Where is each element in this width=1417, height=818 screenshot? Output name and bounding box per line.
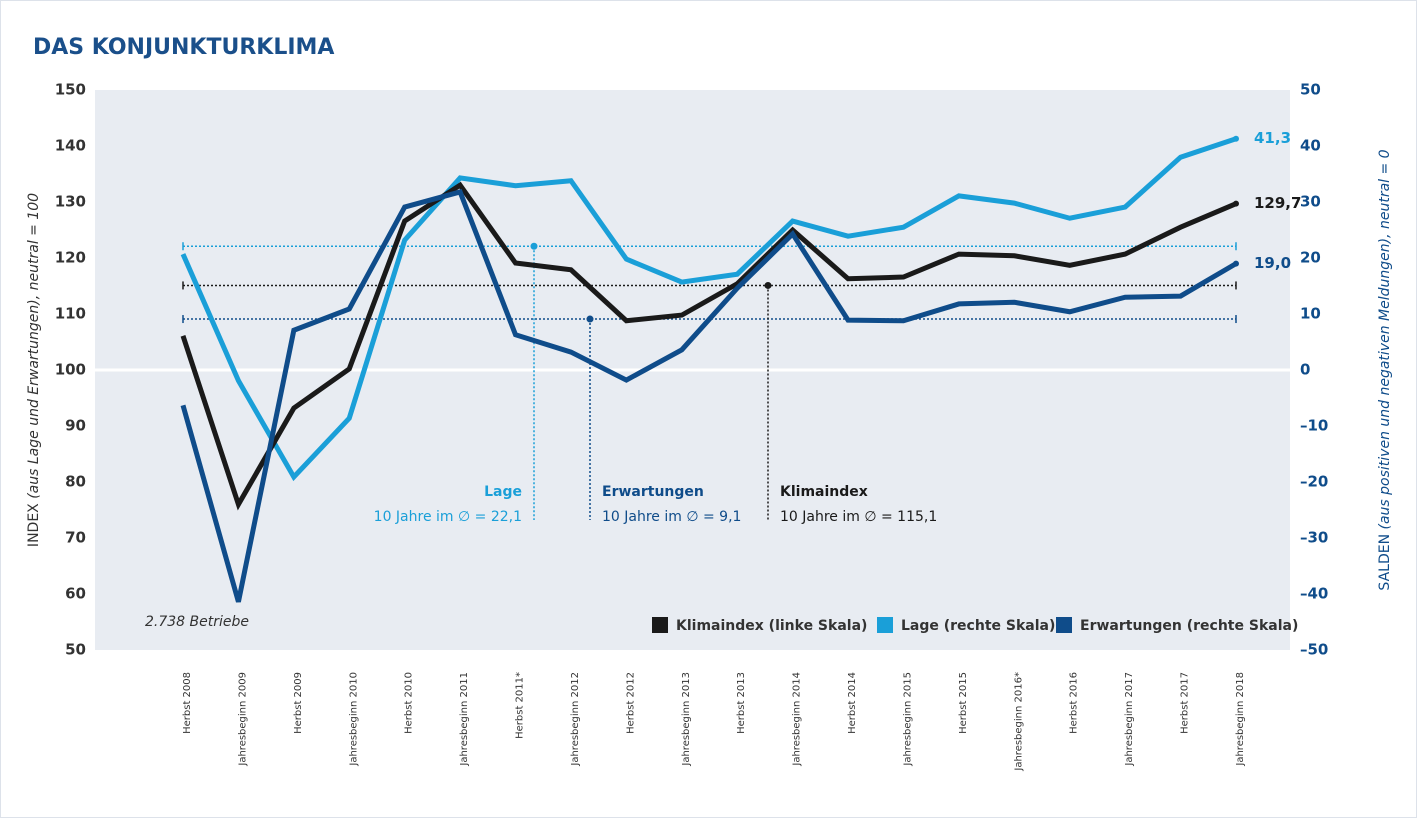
end-label: 19,0 (1254, 254, 1291, 272)
y-tick-label: 110 (55, 305, 86, 323)
x-tick-label: Jahresbeginn 2012 (570, 672, 581, 767)
y-tick-label: 50 (65, 641, 86, 659)
end-dot (1233, 260, 1239, 267)
y-tick-label: 120 (55, 249, 86, 267)
series-line (180, 188, 1238, 603)
x-tick-label: Jahresbeginn 2011 (459, 672, 470, 767)
y2-tick-label: –40 (1300, 585, 1328, 603)
y2-tick-label: 0 (1300, 361, 1310, 379)
average-title: Lage (484, 484, 522, 500)
average-title: Erwartungen (602, 484, 704, 500)
y-tick-label: 100 (55, 361, 86, 379)
chart-title: DAS KONJUNKTURKLIMA (33, 35, 334, 60)
y-label-note: (aus Lage und Erwartungen), neutral = 10… (26, 193, 42, 499)
average-text: 10 Jahre im ∅ = 9,1 (602, 509, 741, 525)
x-tick-label: Herbst 2009 (293, 672, 304, 734)
legend-label: Lage (rechte Skala) (901, 618, 1055, 634)
legend-swatch (652, 617, 668, 633)
average-dot (764, 281, 772, 289)
x-tick-label: Herbst 2015 (958, 672, 969, 734)
x-tick-label: Jahresbeginn 2015 (902, 672, 913, 767)
y2-tick-label: –30 (1300, 529, 1328, 547)
x-tick-label: Herbst 2010 (404, 672, 415, 734)
y2-tick-label: 40 (1300, 137, 1321, 155)
x-tick-label: Herbst 2013 (736, 672, 747, 734)
y2-tick-label: 20 (1300, 249, 1321, 267)
y2-tick-label: –20 (1300, 473, 1328, 491)
y-tick-label: 60 (65, 585, 86, 603)
average-dot (586, 315, 594, 323)
note: 2.738 Betriebe (145, 614, 249, 630)
y-tick-label: 150 (55, 81, 86, 99)
average-title: Klimaindex (780, 484, 868, 500)
x-tick-label: Herbst 2011* (515, 672, 526, 739)
x-tick-label: Jahresbeginn 2010 (348, 672, 359, 767)
y-tick-label: 80 (65, 473, 86, 491)
x-tick-label: Herbst 2008 (182, 672, 193, 734)
legend-label: Klimaindex (linke Skala) (676, 618, 867, 634)
x-tick-label: Jahresbeginn 2016* (1013, 672, 1024, 772)
y2-label-note: (aus positiven und negativen Meldungen),… (1377, 149, 1393, 529)
x-tick-label: Herbst 2016 (1069, 672, 1080, 734)
x-tick-label: Jahresbeginn 2017 (1124, 672, 1135, 767)
y2-tick-label: –50 (1300, 641, 1328, 659)
y2-tick-label: 30 (1300, 193, 1321, 211)
y2-tick-label: –10 (1300, 417, 1328, 435)
average-dot (530, 242, 538, 250)
series-line (180, 181, 1237, 511)
y-axis-label: INDEX (aus Lage und Erwartungen), neutra… (26, 193, 42, 547)
x-tick-label: Jahresbeginn 2018 (1235, 672, 1246, 767)
x-tick-label: Herbst 2012 (625, 672, 636, 734)
legend-label: Erwartungen (rechte Skala) (1080, 618, 1298, 634)
x-tick-label: Jahresbeginn 2009 (237, 672, 248, 767)
y2-label-main: SALDEN (1377, 534, 1393, 591)
x-tick-label: Jahresbeginn 2013 (681, 672, 692, 767)
average-text: 10 Jahre im ∅ = 22,1 (374, 509, 522, 525)
y2-axis-label: SALDEN (aus positiven und negativen Meld… (1377, 149, 1393, 590)
x-tick-label: Herbst 2017 (1180, 672, 1191, 734)
legend-swatch (877, 617, 893, 633)
average-text: 10 Jahre im ∅ = 115,1 (780, 509, 937, 525)
y-tick-label: 130 (55, 193, 86, 211)
y2-tick-label: 50 (1300, 81, 1321, 99)
end-dot (1233, 135, 1239, 142)
x-tick-label: Jahresbeginn 2014 (792, 672, 803, 767)
end-dot (1233, 200, 1239, 207)
y-tick-label: 70 (65, 529, 86, 547)
y-tick-label: 90 (65, 417, 86, 435)
legend-swatch (1056, 617, 1072, 633)
series-line (180, 136, 1237, 482)
y2-tick-label: 10 (1300, 305, 1321, 323)
end-label: 129,7 (1254, 194, 1301, 212)
x-tick-label: Herbst 2014 (847, 672, 858, 734)
end-label: 41,3 (1254, 129, 1291, 147)
y-tick-label: 140 (55, 137, 86, 155)
y-label-main: INDEX (26, 503, 42, 547)
